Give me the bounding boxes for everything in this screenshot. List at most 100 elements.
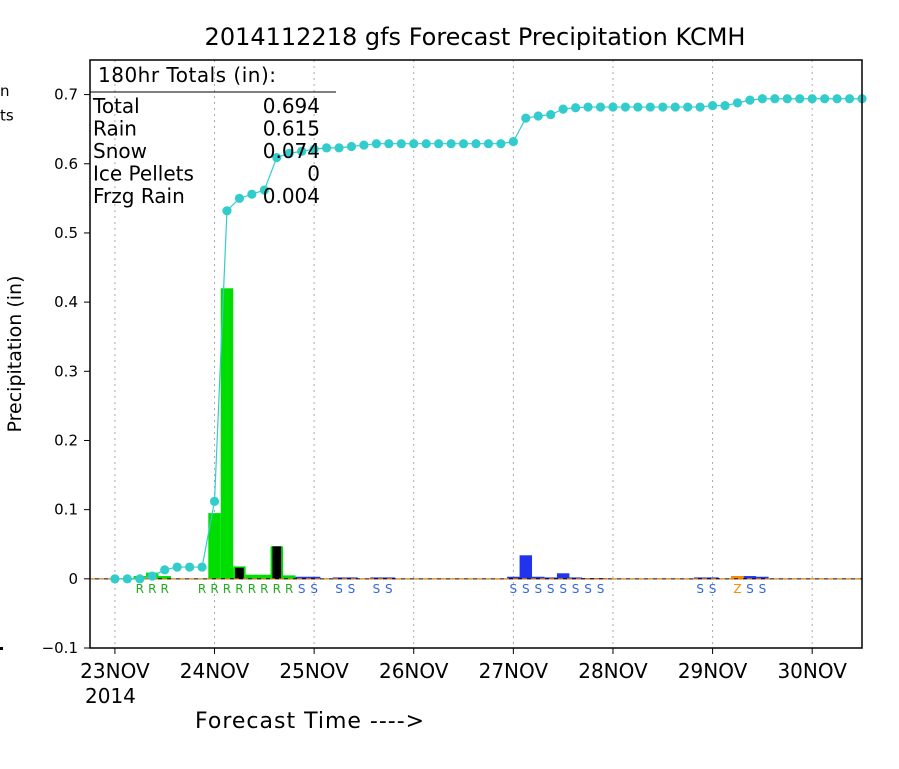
grid-layer bbox=[114, 60, 813, 648]
snow-bar bbox=[756, 576, 769, 579]
cumulative-point bbox=[546, 110, 556, 120]
rain-bar bbox=[208, 513, 221, 579]
ptype-label: Z bbox=[733, 582, 741, 596]
cumulative-point bbox=[844, 94, 855, 104]
rain-bar bbox=[245, 574, 259, 579]
plot-frame bbox=[89, 59, 863, 649]
totals-row-label: Total bbox=[92, 94, 140, 118]
ptype-label: S bbox=[746, 582, 754, 596]
ptype-label: S bbox=[559, 582, 567, 596]
snow-bar bbox=[532, 576, 545, 579]
x-tick-label: 28NOV bbox=[578, 659, 648, 683]
y-tick-label: 0.7 bbox=[54, 86, 78, 104]
totals-row-label: Snow bbox=[93, 139, 147, 163]
ptype-label: S bbox=[696, 582, 704, 596]
cumulative-point bbox=[135, 574, 145, 584]
ptype-label: R bbox=[273, 582, 281, 596]
x-tick-label: 24NOV bbox=[180, 659, 250, 683]
cumulative-point bbox=[707, 101, 718, 111]
snow-bar bbox=[544, 577, 557, 579]
ptype-label: S bbox=[373, 582, 381, 596]
cumulative-point bbox=[670, 102, 680, 112]
ptype-label: R bbox=[285, 582, 293, 596]
totals-row-value: 0.074 bbox=[263, 139, 320, 163]
x-tick-label: 27NOV bbox=[479, 659, 549, 683]
cumulative-point bbox=[209, 496, 220, 506]
cumulative-point bbox=[745, 95, 755, 105]
snow-bar bbox=[519, 555, 533, 579]
totals-row-value: 0.694 bbox=[263, 94, 320, 118]
rain-bar bbox=[220, 288, 234, 579]
snow-bar bbox=[556, 573, 570, 579]
ptype-label: R bbox=[148, 582, 156, 596]
cumulative-point bbox=[434, 139, 444, 149]
totals-header: 180hr Totals (in): bbox=[98, 63, 277, 87]
bars-layer bbox=[133, 288, 769, 580]
cumulative-point bbox=[732, 98, 743, 108]
rain-bar bbox=[158, 576, 171, 579]
snow-bar bbox=[507, 576, 520, 579]
cumulative-point bbox=[384, 139, 394, 149]
snow-bar bbox=[382, 577, 396, 579]
cumulative-point bbox=[558, 104, 568, 114]
x-tick-label: 25NOV bbox=[279, 659, 349, 683]
x-tick-label: 29NOV bbox=[678, 659, 748, 683]
cumulative-point bbox=[185, 562, 195, 572]
cumulative-point bbox=[297, 146, 307, 156]
cumulative-point bbox=[608, 102, 618, 112]
ptype-label: S bbox=[759, 582, 767, 596]
cumulative-point bbox=[247, 189, 257, 199]
snow-bar bbox=[370, 577, 383, 579]
cumulative-point bbox=[770, 94, 780, 104]
totals-row-value: 0.615 bbox=[263, 117, 320, 141]
snow-bar bbox=[706, 577, 719, 579]
snow-bar bbox=[743, 576, 757, 579]
snow-bar bbox=[569, 577, 582, 579]
totals-row-label: Ice Pellets bbox=[93, 162, 194, 186]
y-tick-label: 0.4 bbox=[54, 293, 78, 311]
cumulative-point bbox=[695, 102, 705, 112]
left-edge-fragments: n ts bbox=[0, 82, 14, 650]
y-tick-label: 0.2 bbox=[54, 431, 78, 449]
cumulative-layer bbox=[110, 94, 867, 584]
cumulative-point bbox=[160, 565, 170, 575]
x-tick-label: 30NOV bbox=[777, 659, 847, 683]
cumulative-point bbox=[409, 139, 419, 149]
y-tick-label: 0 bbox=[68, 570, 78, 588]
ptype-label: S bbox=[310, 582, 318, 596]
rain-inner-bar bbox=[272, 546, 282, 579]
cumulative-point bbox=[533, 111, 543, 121]
cumulative-point bbox=[496, 139, 506, 149]
y-tick-label: 0.6 bbox=[54, 155, 78, 173]
cumulative-point bbox=[720, 101, 730, 111]
cumulative-point bbox=[172, 562, 182, 572]
axis-layer: −0.1 0 0.1 0.2 0.3 0.4 0.5 0.6 0.7 23NOV 24NOV 25NO… bbox=[42, 59, 863, 683]
cumulative-point bbox=[197, 562, 207, 572]
cumulative-point bbox=[521, 113, 531, 123]
cumulative-point bbox=[471, 139, 481, 149]
y-tick-label: 0.3 bbox=[54, 362, 78, 380]
totals-rows: Total 0.694 Rain 0.615 Snow 0.074 Ice Pellets 0… bbox=[92, 94, 320, 208]
x-tick-label: 23NOV bbox=[80, 659, 150, 683]
rain-bar bbox=[283, 575, 296, 579]
cumulative-point bbox=[222, 206, 232, 216]
cumulative-point bbox=[757, 94, 767, 104]
ptype-label: R bbox=[136, 582, 144, 596]
cumulative-point bbox=[110, 574, 120, 584]
totals-row-value: 0.004 bbox=[263, 184, 320, 208]
cumulative-point bbox=[645, 102, 655, 112]
x-tick-label: 26NOV bbox=[379, 659, 449, 683]
snow-bar bbox=[295, 576, 308, 579]
ptype-label: R bbox=[248, 582, 256, 596]
cumulative-point bbox=[508, 137, 518, 147]
legend-fragment: n bbox=[0, 82, 10, 100]
ptype-label: R bbox=[235, 582, 243, 596]
cumulative-point bbox=[583, 102, 593, 112]
y-tick-label: 0.5 bbox=[54, 224, 78, 242]
ptype-label: R bbox=[161, 582, 169, 596]
totals-row-label: Rain bbox=[93, 117, 137, 141]
rain-bar bbox=[258, 574, 271, 579]
cumulative-point bbox=[782, 94, 792, 104]
